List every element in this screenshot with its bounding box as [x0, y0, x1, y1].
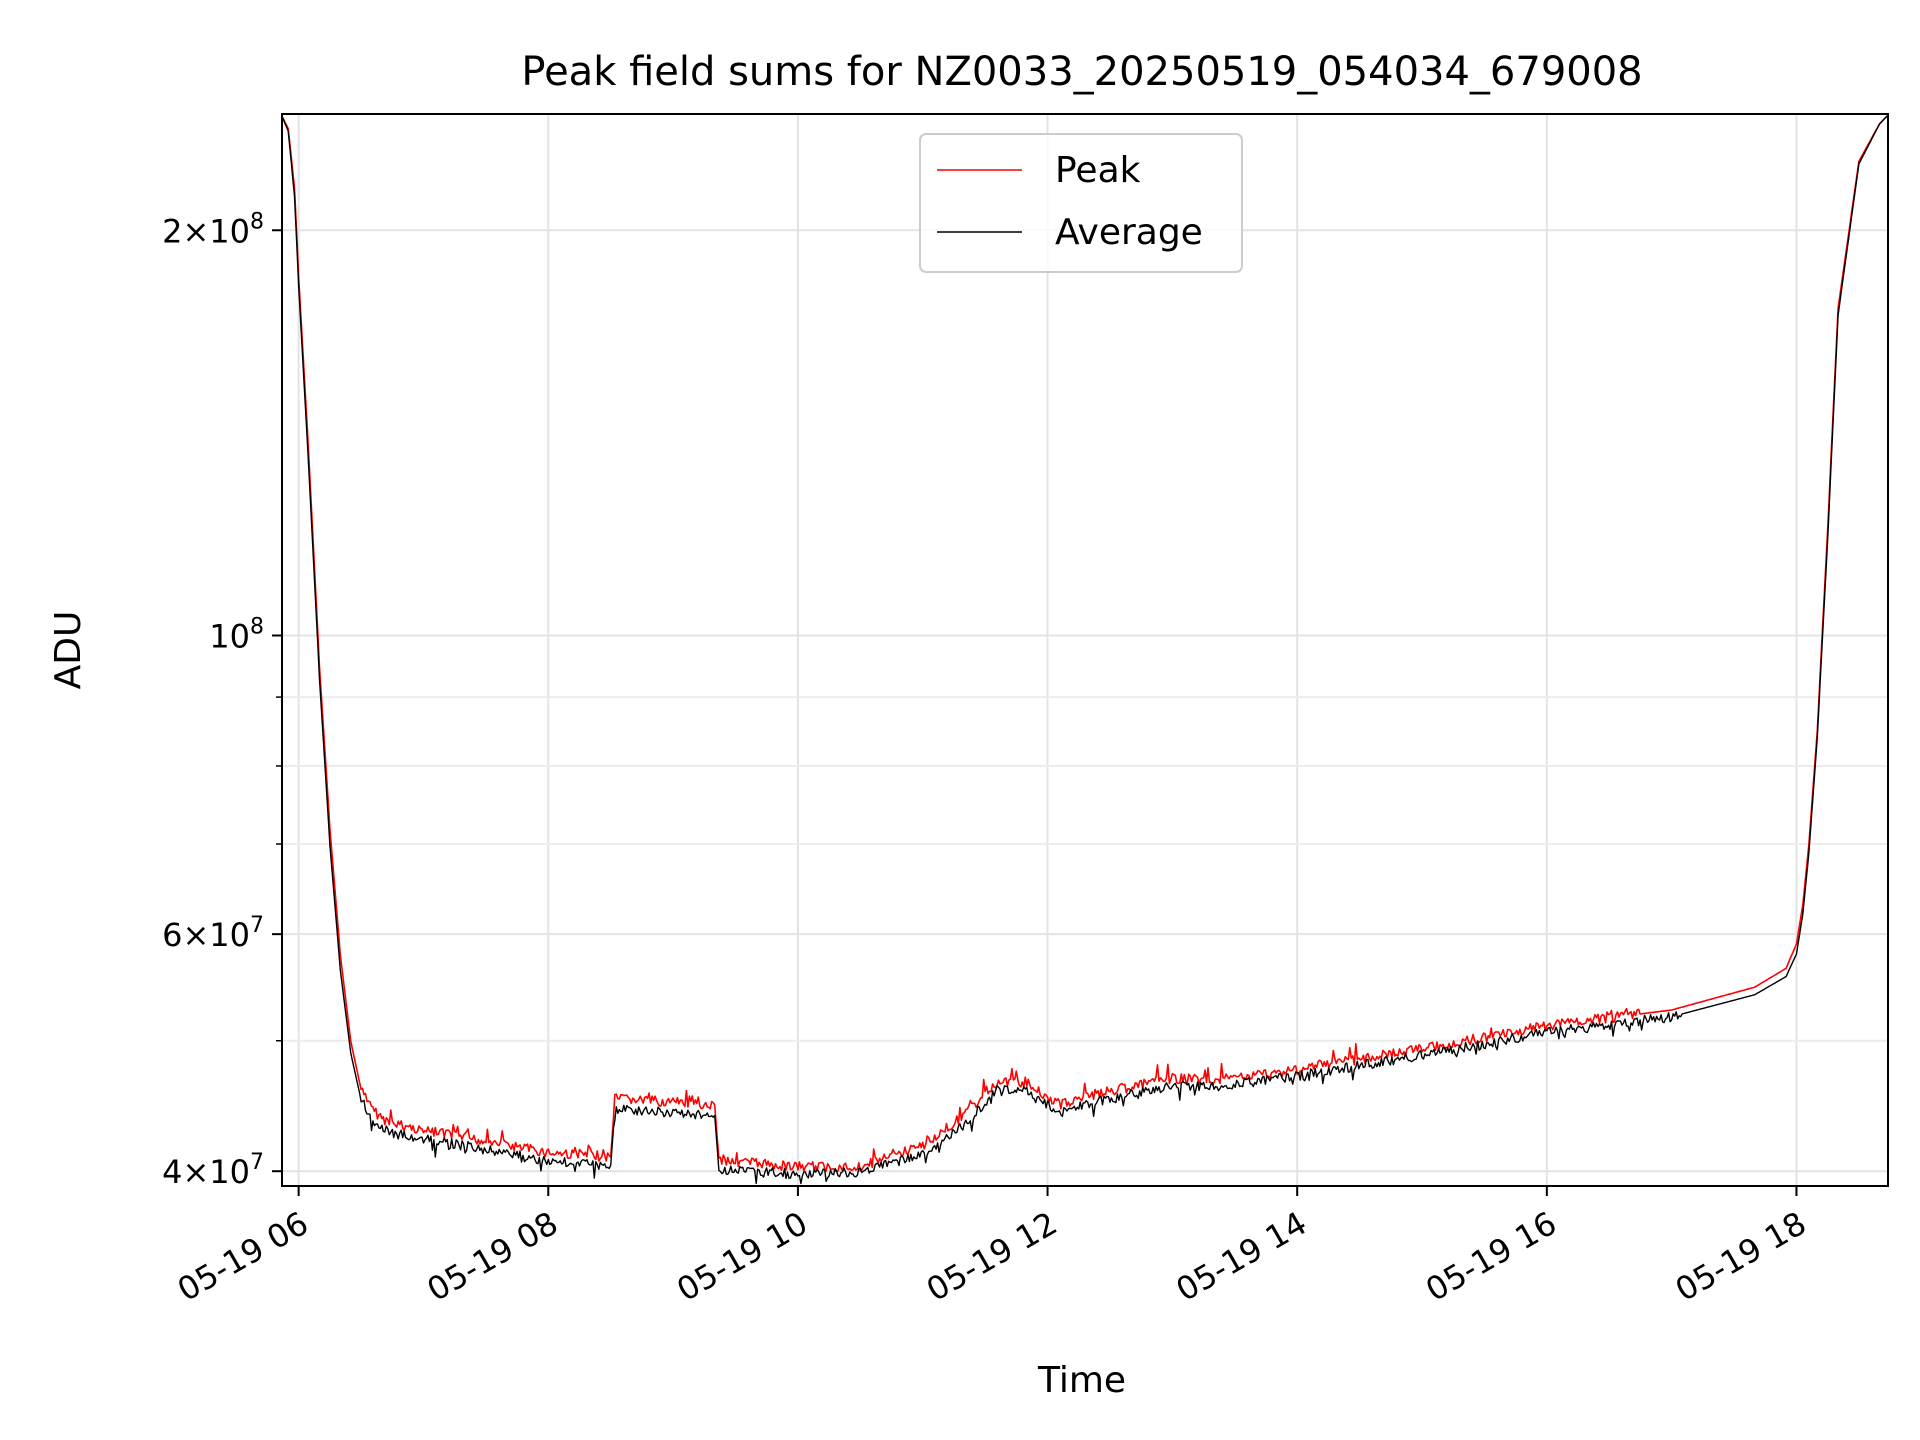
y-tick-label: 4×107: [162, 1150, 264, 1191]
plot-frame: [281, 113, 1889, 1187]
x-axis-label: Time: [1037, 1360, 1126, 1401]
y-tick-label: 108: [209, 614, 264, 655]
y-tick-label: 6×107: [162, 913, 264, 954]
series-layer: [282, 114, 1888, 1185]
series-line-average: [282, 114, 1888, 1185]
legend-label-peak: Peak: [1055, 150, 1141, 191]
y-axis-label: ADU: [48, 611, 89, 690]
legend: Peak Average: [919, 133, 1243, 273]
series-line-peak: [282, 114, 1888, 1173]
chart-title: Peak field sums for NZ0033_20250519_0540…: [521, 49, 1642, 95]
legend-box: [919, 133, 1243, 273]
y-axis: 4×107 6×107 108 2×108: [162, 209, 282, 1191]
legend-label-average: Average: [1055, 212, 1203, 253]
y-tick-label: 2×108: [162, 209, 264, 250]
